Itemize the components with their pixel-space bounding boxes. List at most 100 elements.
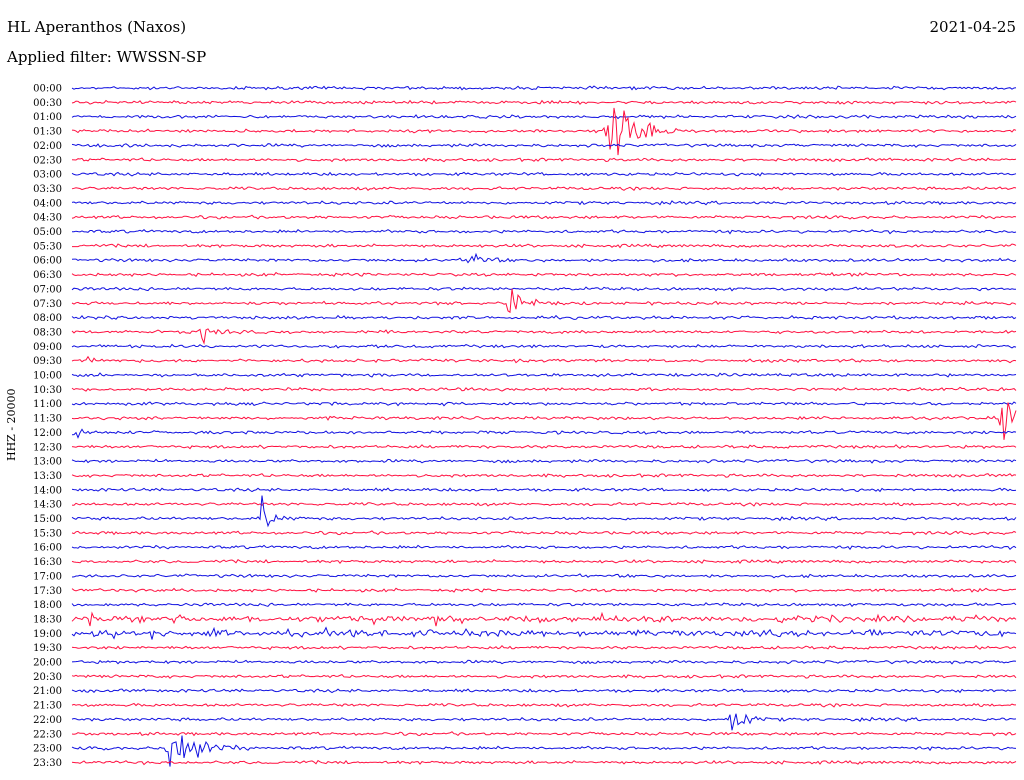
seismic-trace (71, 702, 1016, 708)
seismic-trace (71, 186, 1017, 192)
seismic-trace (71, 659, 1017, 665)
row-time-label: 08:30 (33, 327, 62, 338)
row-time-label: 19:00 (33, 629, 62, 640)
seismic-trace (71, 314, 1017, 321)
row-time-label: 02:00 (33, 141, 62, 152)
row-time-label: 13:00 (33, 457, 62, 468)
seismic-trace (71, 252, 1017, 264)
seismic-trace (71, 355, 1017, 364)
seismic-trace (72, 243, 1017, 249)
row-time-label: 03:00 (33, 170, 62, 181)
seismic-trace (71, 530, 1017, 536)
row-time-label: 18:00 (33, 600, 62, 611)
row-time-label: 15:30 (33, 528, 62, 539)
row-time-label: 01:00 (33, 112, 62, 123)
row-time-label: 16:00 (33, 543, 62, 554)
seismic-trace (71, 458, 1017, 464)
row-time-label: 07:30 (33, 299, 62, 310)
row-time-label: 14:00 (33, 485, 62, 496)
seismic-trace (71, 171, 1017, 177)
row-time-label: 19:30 (33, 643, 62, 654)
row-time-label: 10:00 (33, 371, 62, 382)
row-time-label: 17:00 (33, 571, 62, 582)
row-time-label: 00:00 (33, 84, 62, 95)
row-time-label: 12:00 (33, 428, 62, 439)
seismic-trace (71, 731, 1017, 737)
row-time-label: 14:30 (33, 500, 62, 511)
row-time-label: 11:30 (33, 414, 62, 425)
seismic-trace (71, 372, 1017, 378)
row-time-label: 09:30 (33, 356, 62, 367)
seismic-trace (71, 328, 1017, 345)
row-time-label: 12:30 (33, 442, 62, 453)
row-time-label: 06:00 (33, 256, 62, 267)
seismic-trace (71, 402, 1017, 440)
row-time-label: 00:30 (33, 98, 62, 109)
row-time-label: 20:00 (33, 658, 62, 669)
seismic-trace (71, 602, 1017, 608)
seismic-trace (71, 473, 1017, 478)
seismic-trace (71, 214, 1017, 220)
seismic-trace (71, 674, 1017, 679)
seismic-trace (71, 386, 1017, 392)
date-label: 2021-04-25 (929, 18, 1016, 36)
row-time-label: 05:00 (33, 227, 62, 238)
row-time-label: 18:30 (33, 614, 62, 625)
seismic-trace (71, 587, 1017, 593)
seismic-trace (71, 107, 1017, 156)
seismic-trace (71, 544, 1017, 551)
row-time-label: 06:30 (33, 270, 62, 281)
row-time-label: 10:30 (33, 385, 62, 396)
seismic-trace (71, 626, 1017, 640)
row-time-label: 01:30 (33, 127, 62, 138)
seismic-trace (71, 200, 1017, 206)
row-time-label: 09:00 (33, 342, 62, 353)
station-title: HL Aperanthos (Naxos) (7, 18, 187, 36)
row-time-label: 17:30 (33, 586, 62, 597)
row-time-label: 07:00 (33, 284, 62, 295)
row-time-label: 02:30 (33, 155, 62, 166)
row-time-label: 22:00 (33, 715, 62, 726)
seismic-trace (71, 688, 1017, 694)
row-time-label: 05:30 (33, 241, 62, 252)
row-time-label: 23:30 (33, 758, 62, 769)
row-time-label: 22:30 (33, 729, 62, 740)
seismic-trace (71, 288, 1017, 314)
seismic-trace (71, 611, 1017, 627)
seismic-trace (71, 271, 1017, 278)
row-time-label: 04:30 (33, 213, 62, 224)
seismic-trace (71, 487, 1017, 493)
row-time-label: 13:30 (33, 471, 62, 482)
filter-label: Applied filter: WWSSN-SP (7, 48, 207, 66)
seismic-trace (71, 157, 1017, 163)
seismic-trace (71, 343, 1017, 349)
row-time-label: 03:30 (33, 184, 62, 195)
seismic-trace (71, 143, 1017, 148)
seismic-trace (71, 286, 1016, 292)
seismic-trace (71, 444, 1017, 450)
seismic-trace (71, 559, 1017, 565)
row-time-label: 23:00 (33, 744, 62, 755)
seismic-trace (71, 99, 1017, 105)
row-time-label: 04:00 (33, 198, 62, 209)
seismic-trace (71, 229, 1017, 235)
seismic-trace (71, 401, 1017, 407)
row-time-label: 20:30 (33, 672, 62, 683)
row-time-label: 11:00 (33, 399, 62, 410)
seismic-trace (71, 428, 1017, 439)
row-time-label: 15:00 (33, 514, 62, 525)
seismic-trace (71, 573, 1017, 579)
seismic-trace (71, 735, 1017, 767)
row-time-label: 16:30 (33, 557, 62, 568)
seismic-trace (71, 713, 1017, 731)
seismic-trace (71, 495, 1017, 528)
seismic-trace (71, 85, 1017, 91)
seismic-trace (71, 644, 1017, 651)
seismic-trace (71, 114, 1017, 120)
row-time-label: 21:30 (33, 701, 62, 712)
seismic-trace (71, 759, 1017, 766)
row-time-label: 08:00 (33, 313, 62, 324)
row-time-label: 21:00 (33, 686, 62, 697)
seismic-trace (71, 501, 1017, 507)
